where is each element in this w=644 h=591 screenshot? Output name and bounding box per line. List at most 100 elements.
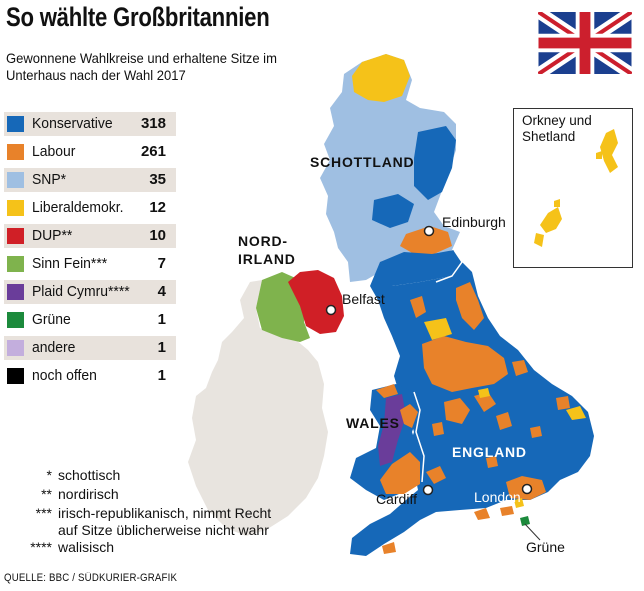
shetland-islands — [600, 129, 618, 173]
footnote-symbol: *** — [35, 505, 52, 521]
inset-title-line2: Shetland — [522, 129, 576, 144]
city-label-gruene: Grüne — [526, 539, 565, 555]
edinburgh-dot — [423, 225, 435, 237]
legend-party-name: Sinn Fein*** — [32, 255, 108, 272]
england-labour-south-2 — [500, 506, 514, 516]
belfast-dot — [325, 304, 337, 316]
legend-seat-count: 12 — [149, 199, 166, 216]
england-libdem-london — [514, 498, 524, 508]
wales-england-border — [413, 391, 425, 483]
london-dot — [521, 483, 533, 495]
wales-labour-north — [376, 384, 398, 398]
ni-dup-area — [288, 270, 344, 334]
cardiff-dot — [422, 484, 434, 496]
region-label-scotland: SCHOTTLAND — [310, 154, 414, 170]
footnote-symbol: **** — [30, 539, 52, 555]
england-labour-north-belt — [422, 336, 508, 392]
legend-row: DUP** 10 — [4, 224, 176, 248]
legend-party-name: Grüne — [32, 311, 71, 328]
legend-row: andere 1 — [4, 336, 176, 360]
orkney-shetland-islands — [534, 129, 618, 247]
orkney-shetland-inset: Orkney und Shetland — [513, 108, 633, 268]
legend-swatch — [7, 116, 24, 132]
orkney-small-island-1 — [534, 233, 544, 247]
legend-swatch — [7, 340, 24, 356]
legend-row: Sinn Fein*** 7 — [4, 252, 176, 276]
footnote-text: schottisch — [58, 467, 121, 483]
england-labour-midlands-4 — [432, 422, 444, 436]
scotland-england-border — [435, 249, 463, 283]
footnote-2: ** nordirisch — [0, 486, 119, 502]
union-jack-flag-icon — [538, 12, 632, 74]
wales-labour-south — [380, 452, 420, 494]
wales-labour-west — [400, 404, 418, 428]
legend-row: Labour 261 — [4, 140, 176, 164]
ireland-shape — [188, 280, 328, 536]
england-labour-cambridge — [530, 426, 542, 438]
inset-title-line1: Orkney und — [522, 113, 592, 128]
legend-seat-count: 1 — [157, 367, 166, 384]
footnote-symbol: ** — [41, 486, 52, 502]
legend-seat-count: 7 — [157, 255, 166, 272]
source-credit: QUELLE: BBC / SÜDKURIER-GRAFIK — [4, 572, 178, 584]
region-label-england: ENGLAND — [452, 444, 527, 460]
legend-party-name: Plaid Cymru**** — [32, 283, 130, 300]
region-label-wales: WALES — [346, 415, 400, 431]
footnote-text: walisisch — [58, 539, 115, 555]
legend-row: Liberaldemokr. 12 — [4, 196, 176, 220]
england-labour-norwich — [556, 396, 570, 410]
legend-seat-count: 318 — [140, 115, 166, 132]
party-legend: Konservative 318 Labour 261 SNP* 35 Liberaldem… — [4, 112, 176, 392]
legend-swatch — [7, 368, 24, 384]
legend-swatch — [7, 172, 24, 188]
england-libdem-sheffield — [478, 388, 490, 398]
legend-seat-count: 1 — [157, 311, 166, 328]
city-label-london: London — [474, 489, 521, 505]
england-labour-bristol — [426, 466, 446, 484]
chart-subtitle: Gewonnene Wahlkreise und erhaltene Sitze… — [6, 50, 277, 83]
legend-row: Plaid Cymru**** 4 — [4, 280, 176, 304]
legend-swatch — [7, 200, 24, 216]
scotland-labour-edinburgh — [400, 226, 452, 254]
city-label-edinburgh: Edinburgh — [442, 214, 506, 230]
legend-swatch — [7, 284, 24, 300]
wales-plaid-cymru — [378, 394, 406, 466]
legend-party-name: DUP** — [32, 227, 73, 244]
footnote-text: auf Sitze üblicherweise nicht wahr — [58, 522, 269, 538]
footnote-1: * schottisch — [0, 467, 121, 483]
footnote-text: nordirisch — [58, 486, 119, 502]
city-label-cardiff: Cardiff — [376, 491, 417, 507]
england-labour-midlands-3 — [496, 412, 512, 430]
england-labour-south-1 — [474, 508, 490, 520]
footnote-text: irisch-republikanisch, nimmt Recht — [58, 505, 272, 521]
england-labour-hull — [512, 360, 528, 376]
england-labour-midlands-2 — [474, 392, 496, 412]
england-labour-midlands-1 — [444, 398, 470, 424]
legend-party-name: SNP* — [32, 171, 67, 188]
legend-party-name: Labour — [32, 143, 76, 160]
gruene-leader-line — [524, 523, 541, 541]
legend-row: noch offen 1 — [4, 364, 176, 388]
england-libdem-east — [566, 406, 586, 420]
orkney-small-island-2 — [554, 199, 560, 207]
footnote-4: auf Sitze üblicherweise nicht wahr — [0, 522, 269, 538]
region-label-ni-2: IRLAND — [238, 251, 296, 267]
scotland-libdem-north — [352, 54, 410, 102]
chart-title: So wählte Großbritannien — [6, 2, 270, 32]
legend-row: SNP* 35 — [4, 168, 176, 192]
legend-seat-count: 261 — [140, 143, 166, 160]
region-label-ni-1: NORD- — [238, 233, 288, 249]
england-labour-plymouth — [382, 542, 396, 554]
legend-seat-count: 35 — [149, 171, 166, 188]
legend-party-name: Konservative — [32, 115, 113, 132]
city-label-belfast: Belfast — [342, 291, 385, 307]
england-labour-cumbria — [410, 296, 426, 318]
england-labour-oxford — [486, 456, 498, 468]
legend-row: Grüne 1 — [4, 308, 176, 332]
england-green-brighton — [520, 516, 530, 526]
scotland-con-borders — [370, 250, 462, 286]
england-libdem-kendal — [424, 318, 452, 340]
orkney-islands — [540, 207, 562, 233]
legend-party-name: andere — [32, 339, 76, 356]
